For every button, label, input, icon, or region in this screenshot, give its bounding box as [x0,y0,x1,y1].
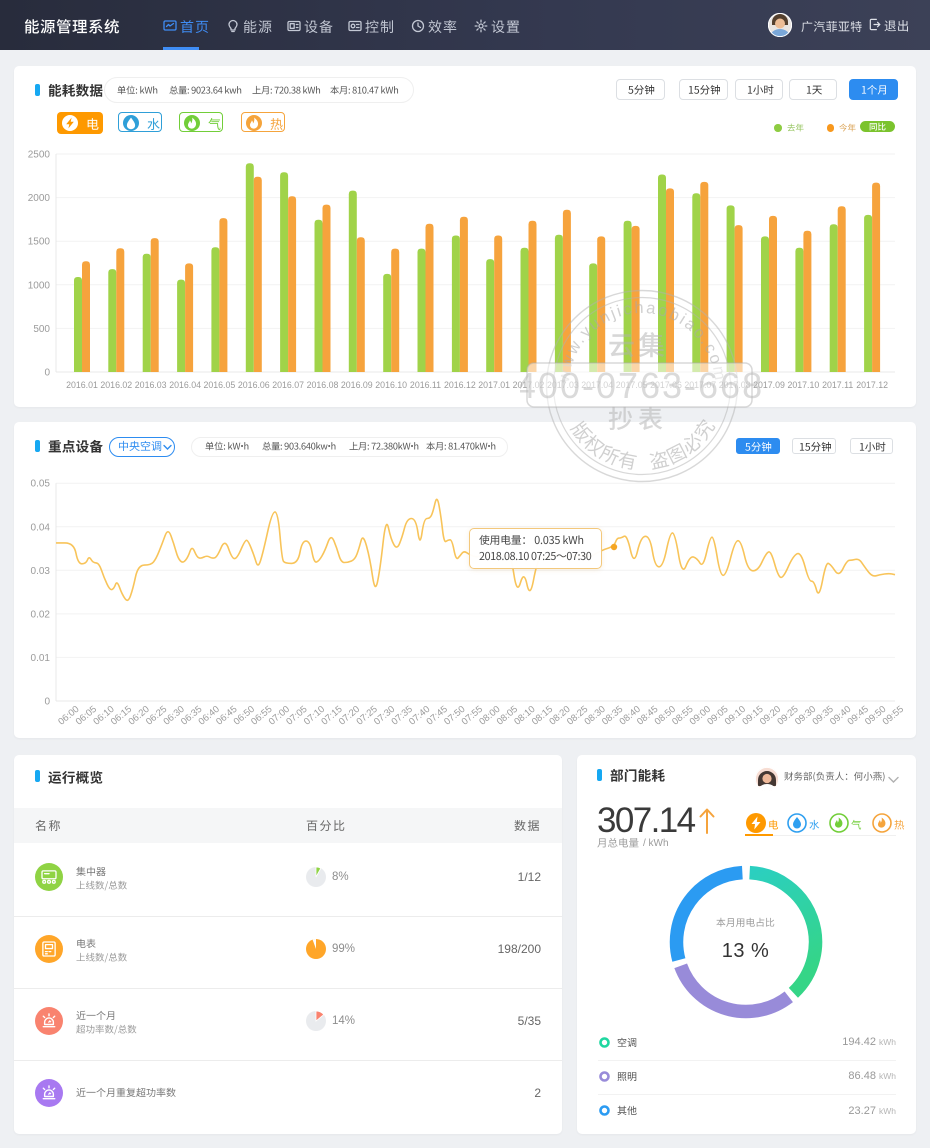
svg-text:2016.01: 2016.01 [66,380,98,390]
svg-text:0: 0 [44,368,50,379]
svg-text:2016.03: 2016.03 [135,380,167,390]
svg-text:2500: 2500 [28,150,51,161]
svg-text:2017.07: 2017.07 [684,380,716,390]
svg-text:2016.05: 2016.05 [203,380,235,390]
svg-text:2017.04: 2017.04 [581,380,613,390]
svg-text:2016.10: 2016.10 [375,380,407,390]
svg-text:2017.05: 2017.05 [616,380,648,390]
svg-text:2016.08: 2016.08 [307,380,339,390]
svg-text:2017.01: 2017.01 [478,380,510,390]
svg-text:0.02: 0.02 [31,609,51,620]
svg-text:2016.06: 2016.06 [238,380,270,390]
svg-text:1500: 1500 [28,237,51,248]
svg-text:0: 0 [44,697,50,708]
svg-text:2000: 2000 [28,193,51,204]
svg-text:0.01: 0.01 [31,653,51,664]
svg-text:0.04: 0.04 [31,522,51,533]
svg-text:2017.03: 2017.03 [547,380,579,390]
svg-text:0.05: 0.05 [31,479,51,490]
svg-text:0.03: 0.03 [31,566,51,577]
svg-text:2016.12: 2016.12 [444,380,476,390]
svg-text:2017.12: 2017.12 [856,380,888,390]
svg-text:2017.11: 2017.11 [822,380,853,390]
svg-text:2017.02: 2017.02 [513,380,545,390]
svg-text:2017.10: 2017.10 [787,380,819,390]
svg-text:2016.07: 2016.07 [272,380,304,390]
svg-text:2016.09: 2016.09 [341,380,373,390]
svg-text:2017.06: 2017.06 [650,380,682,390]
svg-text:2016.04: 2016.04 [169,380,201,390]
svg-text:500: 500 [33,324,50,335]
svg-text:1000: 1000 [28,280,51,291]
svg-text:2016.02: 2016.02 [100,380,132,390]
svg-text:2016.11: 2016.11 [410,380,441,390]
svg-text:2017.08: 2017.08 [719,380,751,390]
svg-text:2017.09: 2017.09 [753,380,785,390]
svg-text:09:55: 09:55 [881,704,906,728]
